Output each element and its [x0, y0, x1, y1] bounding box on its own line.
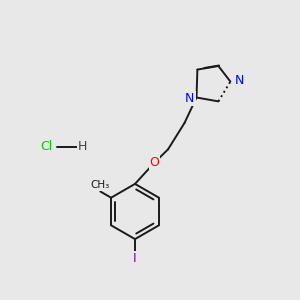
Text: N: N: [185, 92, 195, 105]
Text: Cl: Cl: [40, 140, 52, 154]
Text: CH₃: CH₃: [91, 180, 110, 190]
Text: N: N: [235, 74, 244, 88]
Text: O: O: [150, 156, 159, 169]
Text: H: H: [78, 140, 87, 154]
Text: I: I: [133, 252, 137, 265]
